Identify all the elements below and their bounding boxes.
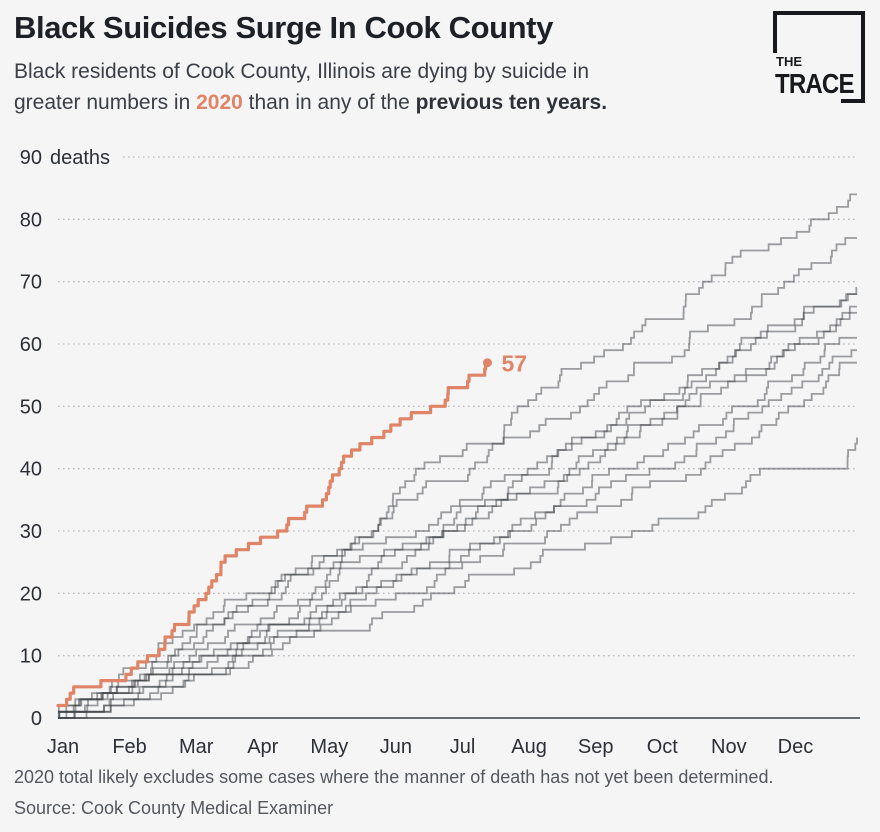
y-tick-label-0: 0 [31, 708, 42, 730]
endpoint-dot-2020 [482, 358, 492, 368]
prior-year-1-line [58, 193, 857, 719]
logo-frame-right [861, 11, 865, 103]
y-tick-label-90: 90 [20, 147, 42, 169]
logo-text-the: THE [776, 54, 802, 69]
prior-year-2-line [58, 237, 857, 713]
month-label-Feb: Feb [112, 736, 146, 758]
y-tick-label-70: 70 [20, 272, 42, 294]
subtitle-line-2: greater numbers in 2020 than in any of t… [14, 91, 608, 114]
month-label-Mar: Mar [179, 736, 214, 758]
month-label-Jan: Jan [47, 736, 79, 758]
line-2020 [56, 361, 490, 708]
y-tick-label-50: 50 [20, 396, 42, 418]
y-tick-label-30: 30 [20, 521, 42, 543]
highlight-year-text: 2020 [196, 91, 243, 114]
prior-year-7-line [58, 336, 857, 719]
y-tick-label-40: 40 [20, 459, 42, 481]
chart-source: Source: Cook County Medical Examiner [14, 798, 334, 818]
bold-phrase: previous ten years. [415, 91, 608, 114]
y-tick-label-80: 80 [20, 209, 42, 231]
month-label-Dec: Dec [778, 736, 814, 758]
logo-frame-left [773, 11, 777, 53]
month-label-Aug: Aug [511, 736, 547, 758]
month-label-Jun: Jun [380, 736, 412, 758]
y-tick-label-10: 10 [20, 646, 42, 668]
prior-year-3-line [58, 287, 858, 719]
month-label-May: May [310, 736, 348, 758]
cumulative-deaths-chart: 0 10 20 30 40 50 60 70 80 90 deaths Jan Feb Mar Apr May… [20, 147, 860, 758]
prior-year-9-line [58, 361, 857, 719]
logo-text-trace: TRACE [775, 68, 855, 99]
subtitle-line-1: Black residents of Cook County, Illinois… [14, 60, 590, 83]
subtitle: Black residents of Cook County, Illinois… [14, 56, 734, 118]
y-tick-label-20: 20 [20, 583, 42, 605]
the-trace-logo: THE TRACE [773, 11, 865, 103]
end-value-label-2020: 57 [501, 351, 527, 377]
page-title: Black Suicides Surge In Cook County [14, 10, 553, 45]
month-label-Apr: Apr [247, 736, 278, 758]
prior-year-8-line [58, 349, 857, 713]
prior-year-10-line [57, 437, 858, 719]
prior-year-6-line [58, 311, 857, 719]
y-tick-label-60: 60 [20, 334, 42, 356]
month-label-Sep: Sep [578, 736, 614, 758]
month-label-Jul: Jul [450, 736, 476, 758]
y-axis-unit-label: deaths [50, 147, 110, 169]
month-label-Nov: Nov [711, 736, 747, 758]
chart-footnote: 2020 total likely excludes some cases wh… [14, 767, 774, 787]
month-label-Oct: Oct [647, 736, 679, 758]
logo-frame-bottom [841, 99, 865, 103]
logo-frame-top [773, 11, 865, 15]
